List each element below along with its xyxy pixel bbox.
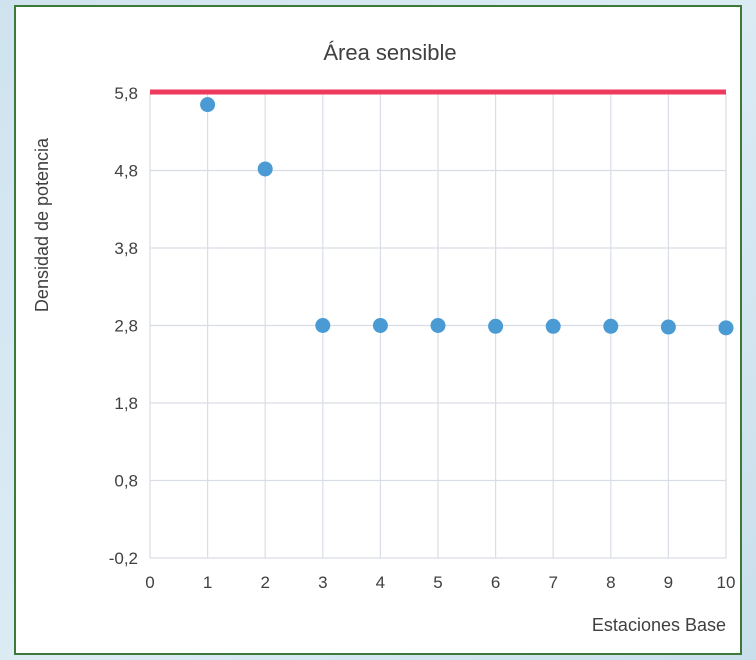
x-tick-label: 3 <box>318 573 327 592</box>
y-tick-label: 1,8 <box>114 394 138 413</box>
data-point <box>488 318 504 334</box>
data-point <box>718 320 734 336</box>
x-tick-label: 0 <box>145 573 154 592</box>
y-axis-ticks: -0,2 0,8 1,8 2,8 3,8 4,8 5,8 <box>109 84 138 568</box>
x-tick-label: 9 <box>664 573 673 592</box>
x-tick-label: 10 <box>717 573 736 592</box>
y-tick-label: -0,2 <box>109 549 138 568</box>
y-tick-label: 5,8 <box>114 84 138 103</box>
y-tick-label: 4,8 <box>114 162 138 181</box>
x-tick-label: 8 <box>606 573 615 592</box>
data-point <box>545 318 561 334</box>
y-tick-label: 3,8 <box>114 239 138 258</box>
data-point <box>257 161 273 177</box>
y-axis-title: Densidad de potencia <box>32 137 52 312</box>
x-tick-label: 4 <box>376 573 385 592</box>
x-tick-label: 7 <box>548 573 557 592</box>
data-point <box>430 318 446 333</box>
x-tick-label: 1 <box>203 573 212 592</box>
x-tick-label: 6 <box>491 573 500 592</box>
chart-frame: -0,2 0,8 1,8 2,8 3,8 4,8 5,8 0 1 2 3 4 5 6 7 8 9 10 Área… <box>14 5 742 655</box>
x-axis-ticks: 0 1 2 3 4 5 6 7 8 9 10 <box>145 573 735 592</box>
data-point <box>200 97 216 113</box>
data-point <box>603 318 619 334</box>
y-tick-label: 2,8 <box>114 317 138 336</box>
y-tick-label: 0,8 <box>114 472 138 491</box>
data-point <box>315 318 331 333</box>
data-points <box>200 97 734 336</box>
data-point <box>372 318 388 333</box>
x-axis-title: Estaciones Base <box>592 615 726 635</box>
chart-title: Área sensible <box>323 40 456 65</box>
data-point <box>660 319 676 335</box>
scatter-chart: -0,2 0,8 1,8 2,8 3,8 4,8 5,8 0 1 2 3 4 5 6 7 8 9 10 Área… <box>32 40 735 635</box>
x-tick-label: 2 <box>260 573 269 592</box>
x-tick-label: 5 <box>433 573 442 592</box>
